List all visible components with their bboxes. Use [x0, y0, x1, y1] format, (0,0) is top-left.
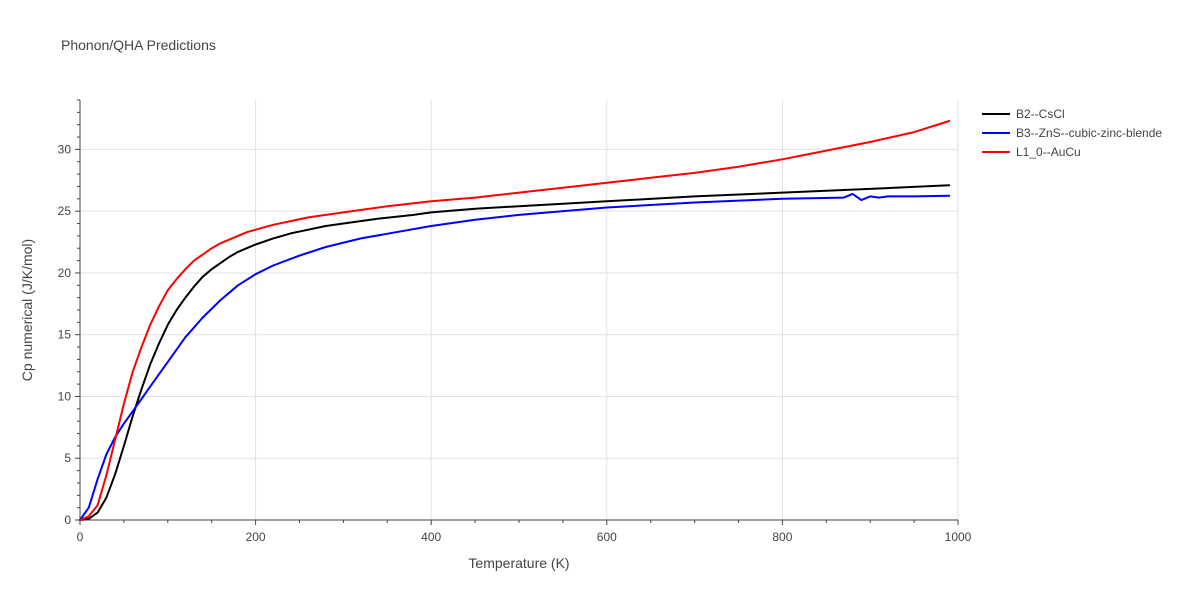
y-axis-title: Cp numerical (J/K/mol): [19, 239, 35, 381]
y-tick-label: 0: [64, 513, 71, 527]
chart-title: Phonon/QHA Predictions: [61, 37, 216, 53]
grid-layer: [80, 100, 959, 520]
x-tick-label: 400: [421, 530, 441, 544]
y-tick-label: 30: [58, 142, 72, 156]
x-tick-label: 600: [597, 530, 617, 544]
series-line-l1-0-aucu: [79, 120, 951, 521]
y-tick-label: 25: [58, 204, 72, 218]
series-layer: [79, 120, 951, 521]
legend-label-b3-zns-cubic-zinc-blende: B3--ZnS--cubic-zinc-blende: [1016, 126, 1162, 140]
y-tick-label: 5: [64, 451, 71, 465]
y-tick-label: 20: [58, 266, 72, 280]
legend-label-b2-cscl: B2--CsCl: [1016, 107, 1065, 121]
x-axis-title: Temperature (K): [468, 555, 569, 571]
axis-layer: 0 200 400 600 800 1000 0 5 10 15 20 25 30: [58, 99, 972, 544]
legend: B2--CsCl B3--ZnS--cubic-zinc-blende L1_0--…: [982, 107, 1162, 159]
x-tick-label: 1000: [945, 530, 972, 544]
y-tick-label: 10: [58, 389, 72, 403]
y-tick-label: 15: [58, 328, 72, 342]
x-tick-label: 200: [246, 530, 266, 544]
series-line-b2-cscl: [79, 184, 951, 521]
x-tick-label: 800: [772, 530, 792, 544]
legend-label-l1-0-aucu: L1_0--AuCu: [1016, 145, 1081, 159]
x-tick-label: 0: [77, 530, 84, 544]
series-line-b3-zns-cubic-zinc-blende: [79, 192, 951, 521]
